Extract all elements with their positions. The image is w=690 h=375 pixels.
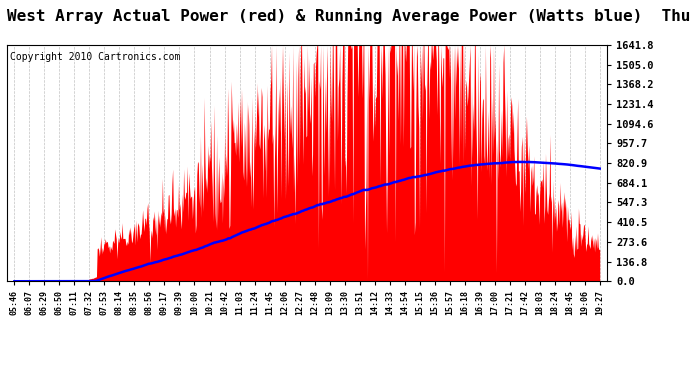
Text: Copyright 2010 Cartronics.com: Copyright 2010 Cartronics.com <box>10 52 180 62</box>
Text: West Array Actual Power (red) & Running Average Power (Watts blue)  Thu May 20 1: West Array Actual Power (red) & Running … <box>7 8 690 24</box>
